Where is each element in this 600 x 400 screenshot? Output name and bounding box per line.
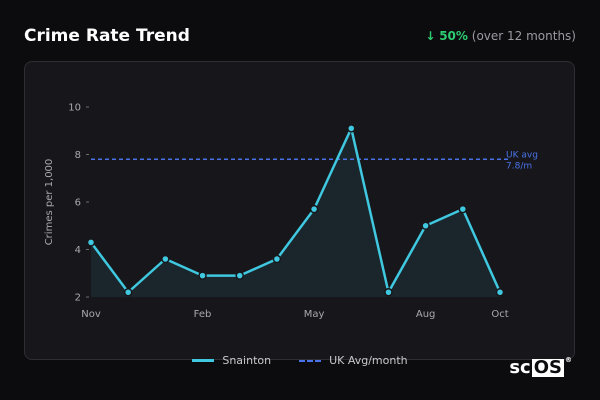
data-point[interactable] xyxy=(235,271,244,280)
x-tick-label: May xyxy=(304,309,325,320)
chart-title: Crime Rate Trend xyxy=(24,26,190,46)
y-tick-label: 10 xyxy=(68,103,81,114)
y-axis-label: Crimes per 1,000 xyxy=(44,159,55,246)
y-axis: 2 4 6 8 10 xyxy=(68,103,89,304)
brand-logo: sc OS ® xyxy=(509,355,572,379)
data-point[interactable] xyxy=(123,288,133,297)
y-tick-label: 2 xyxy=(75,293,81,304)
legend-item-series[interactable]: Snainton xyxy=(192,354,271,367)
data-point[interactable] xyxy=(309,204,319,214)
logo-boxed-text: OS xyxy=(531,356,564,378)
legend-series-label: Snainton xyxy=(222,354,272,367)
x-tick-label: Aug xyxy=(416,309,436,320)
data-point[interactable] xyxy=(495,288,505,297)
series-swatch xyxy=(192,359,215,362)
registered-mark: ® xyxy=(565,355,572,364)
legend-item-reference[interactable]: UK Avg/month xyxy=(299,354,408,367)
change-note: (over 12 months) xyxy=(471,29,576,43)
data-point[interactable] xyxy=(347,124,356,133)
down-arrow-icon: ↓ xyxy=(425,29,436,43)
data-point[interactable] xyxy=(161,254,170,264)
legend: Snainton UK Avg/month xyxy=(0,354,600,367)
reference-label: UK avg xyxy=(506,150,538,160)
data-point[interactable] xyxy=(198,271,207,280)
y-tick-label: 8 xyxy=(75,150,81,161)
change-percentage: 50% xyxy=(439,29,468,43)
data-point[interactable] xyxy=(384,288,393,297)
data-point[interactable] xyxy=(458,204,468,214)
x-tick-label: Nov xyxy=(81,309,101,320)
x-tick-label: Feb xyxy=(194,309,212,320)
legend-reference-label: UK Avg/month xyxy=(329,354,408,367)
series-area-fill xyxy=(91,128,500,297)
trend-change: ↓ 50% (over 12 months) xyxy=(425,29,576,43)
y-tick-label: 6 xyxy=(75,198,81,209)
series-line xyxy=(89,127,502,294)
reference-swatch xyxy=(299,359,322,362)
chart-card xyxy=(24,61,575,360)
x-tick-label: Oct xyxy=(491,309,508,320)
data-point[interactable] xyxy=(86,238,96,247)
data-points xyxy=(86,124,505,297)
logo-text: sc xyxy=(509,357,531,378)
reference-value-label: 7.8/m xyxy=(506,161,532,171)
x-axis: Nov Feb May Aug Oct xyxy=(81,309,508,320)
data-point[interactable] xyxy=(272,254,282,264)
data-point[interactable] xyxy=(421,221,430,230)
y-tick-label: 4 xyxy=(75,245,81,256)
